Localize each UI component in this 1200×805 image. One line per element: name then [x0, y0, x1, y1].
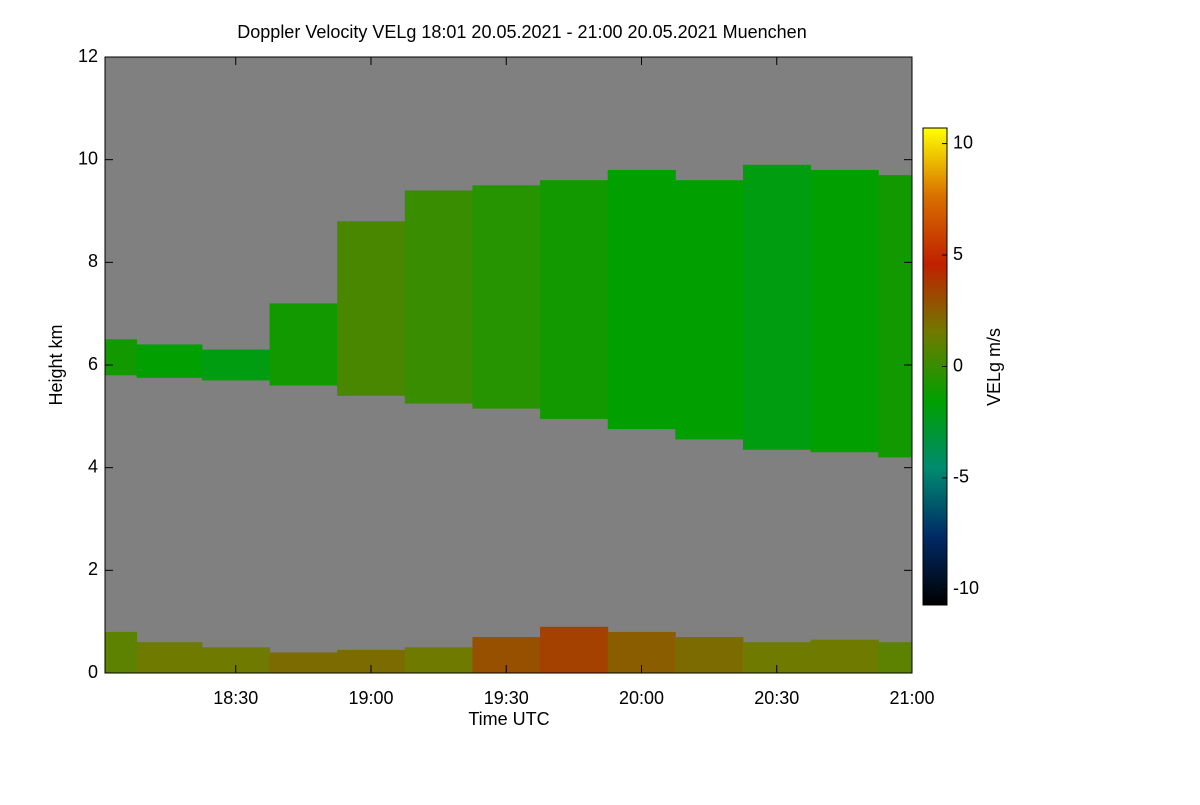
colorbar-tick-label: -10	[953, 578, 979, 598]
velocity-cell	[810, 169, 879, 453]
velocity-cell	[540, 626, 609, 673]
chart-title: Doppler Velocity VELg 18:01 20.05.2021 -…	[237, 22, 806, 42]
velocity-cell	[607, 169, 676, 430]
y-axis-label: Height km	[46, 324, 66, 405]
velocity-cell	[105, 339, 138, 376]
x-tick-label: 21:00	[889, 688, 934, 708]
y-tick-label: 10	[78, 148, 98, 168]
velocity-cell	[269, 652, 338, 673]
y-tick-label: 8	[88, 251, 98, 271]
y-tick-label: 0	[88, 662, 98, 682]
colorbar-tick-label: -5	[953, 467, 969, 487]
colorbar-tick-label: 10	[953, 132, 973, 152]
y-tick-label: 2	[88, 559, 98, 579]
velocity-cell	[472, 185, 541, 409]
velocity-cell	[337, 221, 406, 396]
velocity-cell	[105, 631, 138, 673]
velocity-cell	[201, 349, 271, 381]
velocity-cell	[878, 175, 913, 458]
x-tick-label: 18:30	[213, 688, 258, 708]
velocity-cell	[404, 647, 473, 673]
velocity-cell	[136, 344, 203, 378]
velocity-cell	[404, 190, 473, 404]
y-tick-label: 4	[88, 456, 98, 476]
x-tick-label: 19:00	[348, 688, 393, 708]
velocity-cell	[337, 649, 406, 673]
x-tick-label: 20:00	[619, 688, 664, 708]
velocity-cell	[810, 639, 879, 673]
velocity-cell	[878, 642, 913, 673]
colorbar-label: VELg m/s	[984, 328, 1004, 406]
velocity-cell	[675, 637, 744, 673]
x-tick-label: 20:30	[754, 688, 799, 708]
x-tick-label: 19:30	[484, 688, 529, 708]
velocity-cell	[269, 303, 338, 386]
y-tick-label: 12	[78, 46, 98, 66]
velocity-cell	[742, 164, 812, 450]
colorbar-tick-label: 0	[953, 355, 963, 375]
colorbar-tick-label: 5	[953, 244, 963, 264]
x-axis-label: Time UTC	[468, 709, 549, 729]
velocity-cell	[540, 180, 609, 419]
velocity-cell	[675, 180, 744, 440]
velocity-cell	[136, 642, 203, 673]
y-tick-label: 6	[88, 354, 98, 374]
